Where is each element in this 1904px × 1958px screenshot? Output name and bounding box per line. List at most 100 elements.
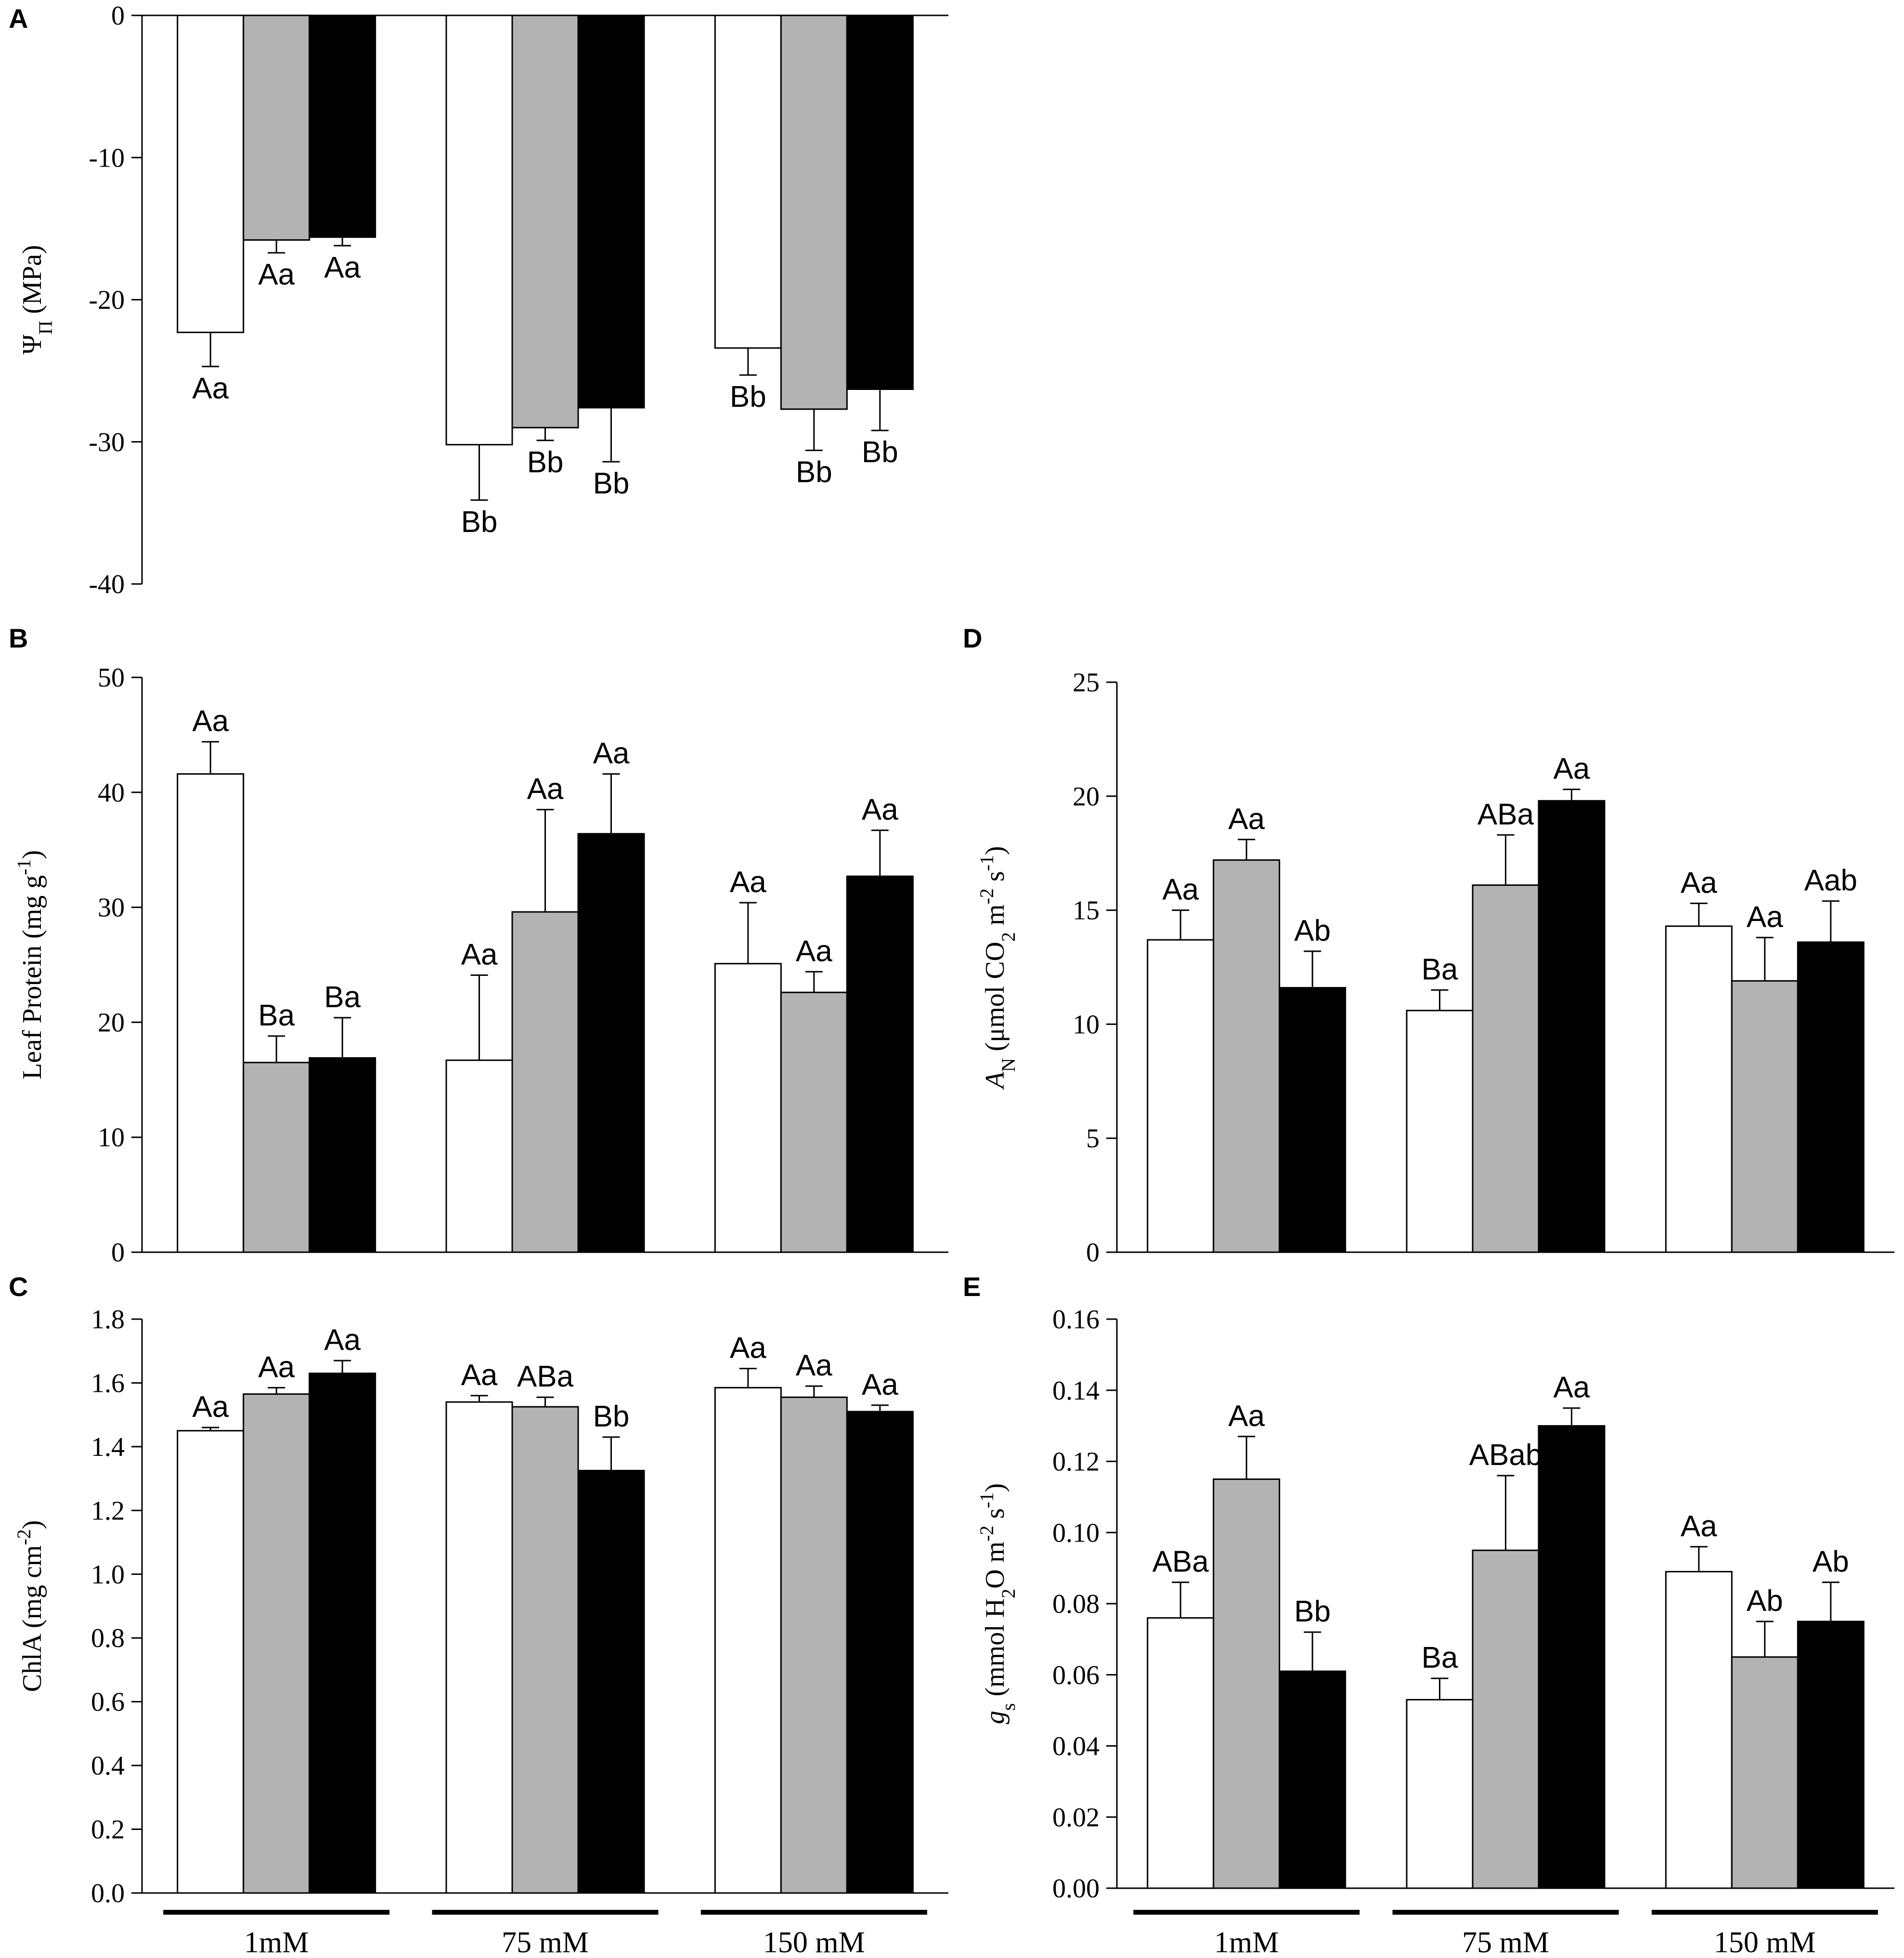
y-axis-label: AN (μmol CO2 m-2 s-1) (976, 846, 1019, 1090)
y-tick-label: 1.8 (91, 1305, 125, 1335)
y-tick-label: 1.4 (91, 1432, 125, 1462)
y-tick-label: -10 (89, 143, 125, 173)
bar-e-white-1 (1406, 1699, 1474, 1889)
y-tick-label: 0.00 (1052, 1874, 1100, 1904)
bar-b-black-2 (846, 875, 914, 1253)
y-tick-label: 0.6 (91, 1687, 125, 1717)
panel-letter-c: C (9, 1271, 28, 1302)
significance-label: Aa (1554, 752, 1590, 786)
y-tick-label: 0.08 (1052, 1589, 1100, 1619)
bar-c-black-1 (577, 1470, 645, 1894)
y-tick-label: 0.06 (1052, 1660, 1100, 1690)
significance-label: Bb (730, 380, 766, 414)
bar-d-gray-1 (1472, 884, 1540, 1253)
bar-d-gray-2 (1731, 980, 1799, 1253)
bar-b-black-0 (309, 1057, 376, 1253)
bar-c-gray-1 (511, 1406, 579, 1894)
y-tick-label: 50 (98, 663, 125, 693)
panel-letter-a: A (9, 3, 28, 34)
bar-c-white-2 (714, 1387, 782, 1894)
significance-label: Aa (461, 1359, 498, 1392)
significance-label: Bb (862, 436, 898, 469)
bar-c-white-1 (445, 1401, 513, 1894)
panel-letter-b: B (9, 623, 28, 653)
group-label: 150 mM (763, 1926, 865, 1958)
significance-label: Aa (461, 938, 498, 971)
panel-a: A 0 -10 -20 -30 -40 ΨΠ (MPa) Aa Bb Bb Aa Bb Bb Aa Bb Bb (9, 1, 948, 599)
y-tick-label: 0.12 (1052, 1447, 1100, 1477)
y-tick-label: 0.2 (91, 1815, 125, 1845)
significance-label: Bb (1294, 1595, 1331, 1628)
significance-label: Aa (192, 1390, 229, 1424)
panel-b: B 0 10 20 30 40 50 Leaf Protein (mg g-1) Aa Aa Aa B… (9, 623, 948, 1268)
bar-e-gray-1 (1472, 1549, 1540, 1889)
y-tick-label: 1.6 (91, 1368, 125, 1398)
y-axis-label: ΨΠ (MPa) (17, 245, 56, 354)
significance-label: Bb (527, 446, 564, 479)
bar-e-white-0 (1147, 1617, 1215, 1889)
bar-c-white-0 (177, 1430, 245, 1894)
significance-label: Aa (1554, 1371, 1590, 1404)
y-tick-label: 5 (1086, 1124, 1100, 1154)
y-tick-label: 0.16 (1052, 1305, 1100, 1335)
significance-label: ABa (517, 1360, 574, 1393)
significance-label: Aa (1228, 1400, 1265, 1433)
y-tick-label: 20 (98, 1008, 125, 1037)
bar-e-gray-2 (1731, 1656, 1799, 1889)
significance-label: Aa (324, 251, 361, 284)
bar-d-white-1 (1406, 1010, 1474, 1253)
significance-label: Aa (730, 1332, 766, 1365)
bar-a-white-2 (714, 14, 782, 349)
bar-d-gray-0 (1213, 859, 1281, 1253)
significance-label: Aa (796, 1349, 832, 1382)
bar-b-gray-0 (243, 1062, 311, 1253)
significance-label: Aa (1747, 900, 1783, 934)
bar-d-black-2 (1797, 941, 1865, 1253)
y-tick-label: 0.04 (1052, 1732, 1100, 1762)
bar-b-gray-2 (780, 991, 848, 1253)
significance-label: Aa (1162, 873, 1199, 907)
bar-d-white-0 (1147, 939, 1215, 1253)
y-axis-label: gs (mmol H2O m-2 s-1) (976, 1483, 1019, 1724)
y-tick-label: -40 (89, 570, 125, 599)
significance-label: Ba (1422, 1641, 1458, 1674)
significance-label: Aa (1681, 866, 1717, 899)
panel-e: E 0.00 0.02 0.04 0.06 0.08 0.10 0.12 0.14 0.16 gs … (963, 1271, 1894, 1958)
y-tick-label: 0.4 (91, 1751, 125, 1781)
significance-label: Aa (593, 737, 630, 770)
y-tick-label: 0 (111, 1238, 125, 1268)
group-label: 75 mM (1462, 1926, 1549, 1958)
bar-a-white-0 (177, 14, 245, 333)
y-tick-label: 0 (1086, 1238, 1100, 1268)
significance-label: Aa (258, 258, 295, 291)
y-tick-label: 30 (98, 893, 125, 923)
bar-c-black-0 (309, 1373, 376, 1894)
significance-label: Aa (258, 1350, 295, 1384)
bar-a-white-1 (445, 14, 513, 446)
y-tick-label: 0 (111, 1, 125, 31)
bar-a-black-2 (846, 14, 914, 390)
significance-label: Aa (862, 793, 898, 827)
panel-letter-d: D (963, 623, 982, 653)
y-tick-label: 0.14 (1052, 1376, 1100, 1406)
y-tick-label: 0.0 (91, 1879, 125, 1908)
y-tick-label: 1.0 (91, 1560, 125, 1590)
significance-label: Aa (324, 1323, 361, 1357)
significance-label: Ba (1422, 953, 1458, 986)
group-label: 75 mM (502, 1926, 589, 1958)
significance-label: Aa (730, 866, 766, 899)
y-tick-label: 1.2 (91, 1496, 125, 1526)
y-tick-label: 0.02 (1052, 1802, 1100, 1832)
significance-label: Aa (527, 773, 564, 806)
bar-e-black-0 (1279, 1670, 1347, 1889)
bar-e-black-1 (1538, 1425, 1606, 1889)
significance-label: Aab (1804, 864, 1857, 897)
bar-b-gray-1 (511, 911, 579, 1253)
significance-label: Aa (192, 372, 229, 405)
y-tick-label: -20 (89, 285, 125, 315)
bar-e-white-2 (1665, 1571, 1733, 1889)
significance-label: Aa (192, 705, 229, 738)
bar-b-white-0 (177, 773, 245, 1253)
significance-label: Ab (1813, 1545, 1849, 1579)
